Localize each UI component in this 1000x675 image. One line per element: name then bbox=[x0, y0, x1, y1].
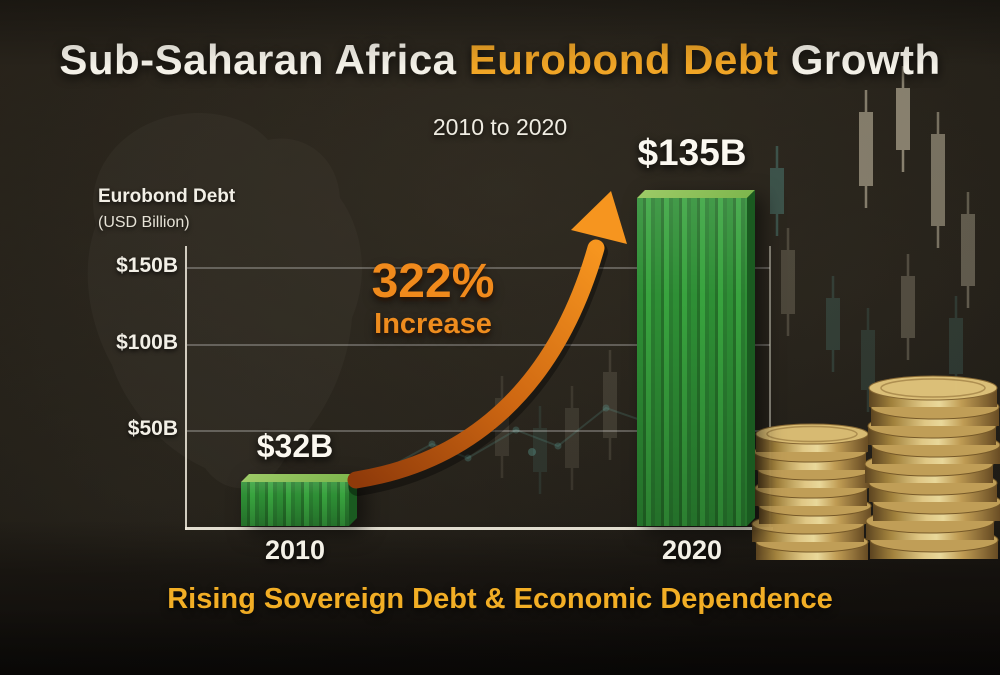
bottom-caption: Rising Sovereign Debt & Economic Depende… bbox=[167, 583, 833, 615]
increase-text: Increase bbox=[374, 308, 492, 340]
value-label-2020: $135B bbox=[637, 132, 747, 173]
y-tick-label-150: $150B bbox=[116, 254, 178, 277]
title-part2: Growth bbox=[790, 36, 941, 83]
y-axis-unit: (USD Billion) bbox=[98, 214, 190, 231]
title-part1: Sub-Saharan Africa bbox=[59, 36, 457, 83]
chart-title: Sub-Saharan Africa Eurobond Debt Growth bbox=[0, 36, 1000, 84]
chart-subtitle: 2010 to 2020 bbox=[432, 114, 568, 140]
value-label-2010: $32B bbox=[256, 428, 334, 464]
y-tick-label-100: $100B bbox=[116, 331, 178, 354]
growth-annotation: 322% Increase bbox=[333, 258, 533, 341]
x-tick-label-2010: 2010 bbox=[264, 535, 326, 565]
percent-text: 322% bbox=[371, 255, 495, 308]
title-highlight: Eurobond Debt bbox=[468, 36, 779, 83]
y-axis-title: Eurobond Debt bbox=[98, 186, 236, 207]
y-tick-label-50: $50B bbox=[127, 417, 178, 440]
x-tick-label-2020: 2020 bbox=[661, 535, 723, 565]
